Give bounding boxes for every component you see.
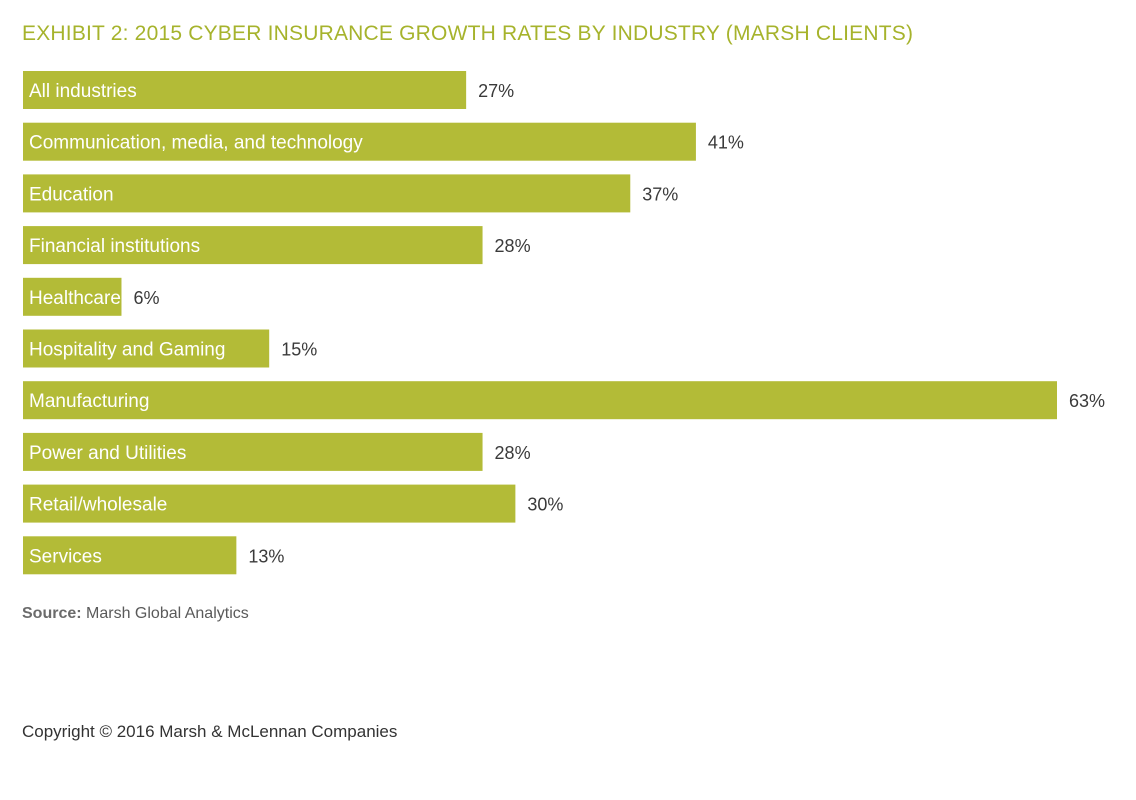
value-label: 28% bbox=[495, 443, 531, 463]
source-note: Source: Marsh Global Analytics bbox=[22, 605, 249, 623]
value-label: 27% bbox=[478, 81, 514, 101]
source-text: Marsh Global Analytics bbox=[81, 605, 249, 622]
bar-6 bbox=[23, 329, 270, 368]
category-label: Communication, media, and technology bbox=[29, 133, 363, 154]
bar-7 bbox=[23, 381, 1057, 420]
value-label: 41% bbox=[708, 133, 744, 153]
bar-1 bbox=[23, 71, 467, 109]
bar-3 bbox=[23, 174, 631, 213]
category-label: Education bbox=[29, 184, 114, 205]
bar-8 bbox=[23, 432, 483, 471]
bar-2 bbox=[23, 122, 696, 161]
bar-chart: All industries 27% Communication, media, a… bbox=[23, 71, 1105, 575]
category-label: Retail/wholesale bbox=[29, 495, 167, 516]
category-label: All industries bbox=[29, 81, 137, 102]
value-label: 63% bbox=[1069, 391, 1105, 411]
category-label: Financial institutions bbox=[29, 236, 200, 257]
value-label: 28% bbox=[495, 236, 531, 256]
copyright-notice: Copyright © 2016 Marsh & McLennan Compan… bbox=[22, 722, 398, 741]
category-label: Hospitality and Gaming bbox=[29, 340, 225, 361]
category-label: Healthcare bbox=[29, 288, 121, 309]
value-label: 6% bbox=[133, 288, 159, 308]
bar-5 bbox=[23, 277, 122, 316]
category-label: Power and Utilities bbox=[29, 443, 186, 464]
bar-10 bbox=[23, 536, 237, 575]
bar-4 bbox=[23, 226, 483, 265]
value-label: 15% bbox=[281, 340, 317, 360]
chart-title: EXHIBIT 2: 2015 CYBER INSURANCE GROWTH R… bbox=[22, 22, 914, 45]
value-label: 30% bbox=[527, 495, 563, 515]
bar-9 bbox=[23, 484, 516, 523]
value-label: 37% bbox=[642, 184, 678, 204]
category-label: Services bbox=[29, 546, 102, 567]
value-label: 13% bbox=[248, 546, 284, 566]
source-label: Source: bbox=[22, 605, 82, 622]
category-label: Manufacturing bbox=[29, 391, 149, 412]
